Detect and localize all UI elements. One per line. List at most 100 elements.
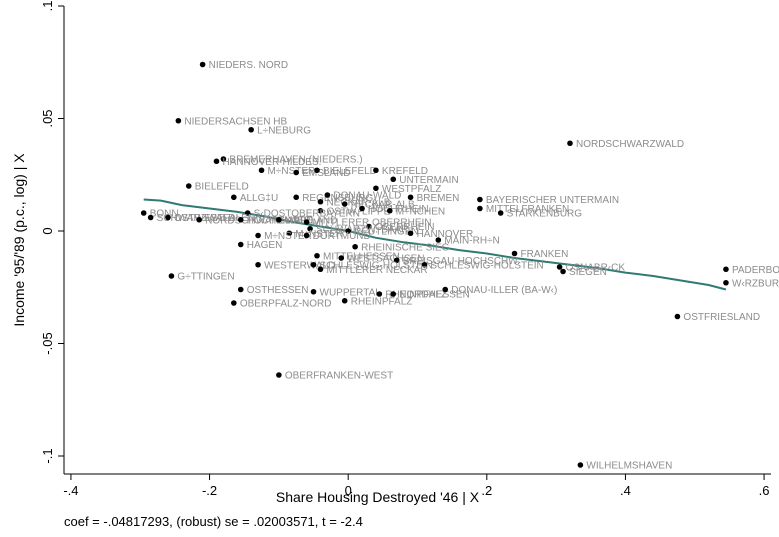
- y-tick-label: .1: [40, 1, 55, 12]
- data-point: [276, 372, 282, 378]
- data-point: [338, 255, 345, 261]
- data-point-label: S‹DOSTOBERBAYERN: [254, 209, 360, 220]
- data-point-label: BIELEFELD: [195, 182, 249, 193]
- data-point-label: L÷NEBURG: [257, 125, 311, 136]
- data-point: [317, 266, 324, 273]
- data-point: [255, 232, 261, 239]
- data-point: [477, 196, 483, 203]
- data-point-label: SCHLESWIG-HOLSTEIN: [430, 260, 543, 271]
- data-point-label: WESTPFALZ: [382, 184, 441, 195]
- data-point: [556, 264, 563, 270]
- data-point-label: DORTMUND: [313, 231, 371, 242]
- data-point-label: OSTHESSEN: [247, 285, 309, 296]
- data-point: [324, 192, 331, 198]
- data-point: [310, 288, 317, 295]
- data-point-label: OSTFRIESLAND: [683, 312, 760, 323]
- data-point-label: M÷NSTER: [295, 229, 343, 240]
- data-point-label: NECKAR-ALB: [351, 200, 415, 211]
- data-point: [393, 257, 400, 264]
- data-point: [352, 243, 358, 250]
- data-point: [407, 194, 414, 201]
- data-point: [435, 237, 442, 243]
- data-point-label: OSTWESTFALEN: [174, 213, 255, 224]
- data-point-label: OBERFRANKEN-WEST: [285, 371, 393, 382]
- data-point: [213, 158, 220, 165]
- data-point-label: BAYERISCHER UNTERMAIN: [486, 195, 619, 206]
- data-point: [376, 291, 383, 297]
- data-point: [341, 201, 348, 207]
- data-point-label: BREMEN: [417, 193, 460, 204]
- data-point-label: HANNOVER-HILDES.: [222, 157, 321, 168]
- data-point-label: OSNABR‹CK: [566, 263, 626, 274]
- data-point-label: NIEDERSACHSEN HB: [184, 116, 287, 127]
- data-point-label: MITTELHESSEN: [323, 251, 400, 262]
- data-point-label: EMSLAND: [302, 168, 350, 179]
- x-axis-title: Share Housing Destroyed '46 | X: [276, 489, 480, 505]
- data-points: NIEDERS. NORD NIEDERSACHSEN HBL÷NEBURG NOR…: [140, 60, 779, 472]
- y-axis-title: Income '95/'89 (p.c., log) | X: [11, 153, 27, 327]
- y-tick-label: -.05: [40, 332, 55, 354]
- x-axis-ticks: -.4 -.2 0 .2 .4 .6: [63, 474, 769, 498]
- data-point-label: NORDHESSEN: [399, 290, 470, 301]
- data-point: [147, 214, 154, 221]
- data-point: [303, 232, 310, 239]
- data-point: [165, 214, 171, 221]
- data-point-label: MITTELFRANKEN: [486, 204, 569, 215]
- data-point: [258, 167, 265, 174]
- data-point: [359, 205, 365, 212]
- data-point-label: WESTSACHSEN: [347, 254, 424, 265]
- axes: [63, 6, 771, 475]
- data-point: [497, 210, 504, 216]
- data-point-label: NORDSCHWARZWALD: [576, 139, 684, 150]
- data-point-label: DONAU-WALD: [333, 191, 401, 202]
- data-point: [255, 261, 261, 268]
- data-point: [237, 286, 244, 293]
- data-point-label: OBERPFALZ-NORD: [240, 299, 332, 310]
- data-point: [366, 223, 372, 230]
- data-point: [293, 169, 300, 176]
- data-point-label: HAGEN: [247, 240, 283, 251]
- x-tick-label: .4: [620, 483, 631, 498]
- data-point: [723, 266, 729, 273]
- data-point-label: HANNOVER: [417, 229, 474, 240]
- data-point-label: RHEINPFALZ: [385, 290, 447, 301]
- data-point-label: OBERRHEIN: [375, 222, 434, 233]
- regression-note: coef = -.04817293, (robust) se = .020035…: [64, 514, 363, 529]
- data-point: [407, 230, 414, 237]
- data-point-label: M÷NSTER: [264, 231, 312, 242]
- data-point: [248, 126, 254, 133]
- y-tick-label: 0: [40, 227, 55, 234]
- data-point-label: WESTERWALD: [264, 260, 335, 271]
- data-point-label: MITTLERER OBERRHEIN: [313, 218, 432, 229]
- data-point-label: STARKENBURG: [507, 209, 583, 220]
- data-point: [373, 185, 379, 192]
- y-tick-label: -.1: [40, 448, 55, 463]
- data-point: [317, 198, 324, 205]
- data-point: [286, 230, 293, 237]
- data-point: [560, 268, 566, 275]
- data-point: [307, 225, 313, 232]
- data-point: [244, 210, 251, 216]
- data-point: [314, 252, 320, 259]
- data-point: [314, 167, 320, 174]
- data-point: [390, 291, 397, 297]
- data-point: [231, 300, 237, 306]
- data-point-label: BREMERHAVEN (NIEDERS.): [229, 155, 362, 166]
- data-point-label: MAIN-RH÷N: [444, 236, 499, 247]
- data-point: [185, 183, 192, 189]
- data-point-label: REGENSBURG: [302, 193, 373, 204]
- x-tick-label: .6: [759, 483, 770, 498]
- x-tick-label: -.2: [202, 483, 217, 498]
- data-point-label: DONAU-ILLER (BA-W‹): [451, 285, 557, 296]
- data-point-label: SCHLESWIG-HOLSTEIN: [320, 260, 433, 271]
- data-point: [373, 167, 379, 174]
- data-point-label: UNTERMAIN: [399, 175, 458, 186]
- data-point-label: NORDSCHWARZWALD: [205, 215, 313, 226]
- data-point-label: NECKAR-ALB: [326, 197, 390, 208]
- data-point-label: WUPPERTAL: [320, 287, 382, 298]
- data-point-label: SCHWARZWALD: [157, 213, 236, 224]
- y-axis-ticks: .1 .05 0 -.05 -.1: [40, 1, 64, 464]
- fitted-line: [143, 198, 727, 291]
